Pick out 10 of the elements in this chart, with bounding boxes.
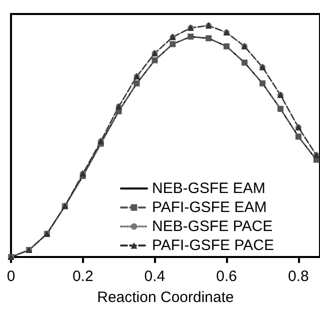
x-tick-label: 0.6 xyxy=(216,268,238,285)
x-axis-title: Reaction Coordinate xyxy=(97,289,234,306)
x-tick-label: 0.8 xyxy=(288,268,309,285)
x-tick-label: 0.2 xyxy=(72,268,94,285)
x-tick-label: 0.4 xyxy=(144,268,166,285)
legend-label: PAFI-GSFE PACE xyxy=(152,237,274,254)
legend-label: NEB-GSFE EAM xyxy=(152,180,266,197)
legend-label: PAFI-GSFE EAM xyxy=(152,199,267,216)
x-tick-label: 0 xyxy=(6,268,16,285)
legend-label: NEB-GSFE PACE xyxy=(152,218,273,235)
